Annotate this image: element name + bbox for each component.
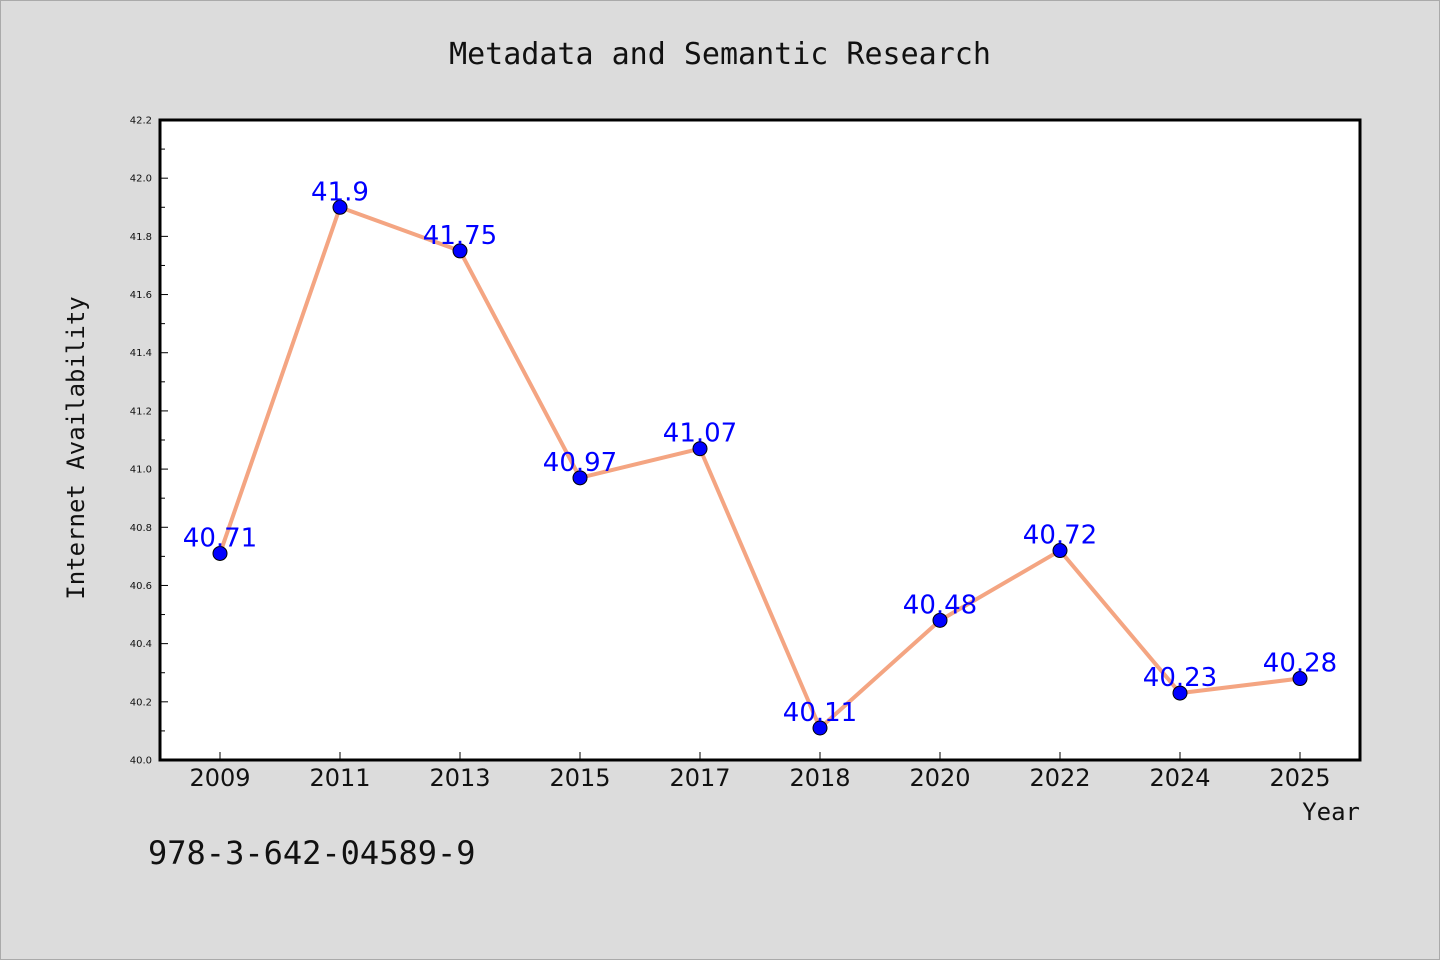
x-tick-label: 2013 <box>429 764 490 792</box>
data-label: 40.72 <box>1023 521 1097 551</box>
data-label: 40.23 <box>1143 663 1217 693</box>
data-point <box>932 612 948 628</box>
data-point <box>692 441 708 457</box>
x-tick-label: 2025 <box>1269 764 1330 792</box>
plot-area <box>160 120 1360 760</box>
data-label: 41.75 <box>423 221 497 251</box>
y-tick-label: 41.8 <box>130 232 152 243</box>
series-line <box>218 205 1302 730</box>
y-tick-label: 40.6 <box>130 581 152 592</box>
x-tick-label: 2009 <box>189 764 250 792</box>
y-tick-label: 40.4 <box>130 639 152 650</box>
data-label: 40.71 <box>183 523 257 553</box>
data-label: 40.11 <box>783 698 857 728</box>
x-axis-label: Year <box>1302 798 1360 826</box>
plot-frame <box>158 118 1362 762</box>
y-tick-label: 40.0 <box>130 756 152 767</box>
data-point <box>1172 685 1188 701</box>
data-point <box>332 199 348 215</box>
y-tick-label: 42.2 <box>130 116 152 127</box>
data-point <box>452 243 468 259</box>
x-tick-label: 2011 <box>309 764 370 792</box>
y-tick-label: 40.2 <box>130 697 152 708</box>
x-axis: 2009 2011 2013 2015 2017 2018 2020 2022 2024 2025 <box>189 752 1331 792</box>
data-label-layer: 40.71 41.9 41.75 40.97 41.07 40.11 40.48 40.72 4… <box>183 177 1337 728</box>
y-axis-label: Internet Availability <box>62 296 90 599</box>
x-tick-label: 2020 <box>909 764 970 792</box>
data-label: 41.07 <box>663 419 737 449</box>
data-label: 40.48 <box>903 590 977 620</box>
chart-title: Metadata and Semantic Research <box>449 37 991 72</box>
y-tick-label: 41.2 <box>130 406 152 417</box>
data-point <box>572 470 588 486</box>
y-tick-label: 41.0 <box>130 465 152 476</box>
data-label: 40.97 <box>543 448 617 478</box>
data-point <box>212 545 228 561</box>
data-point <box>812 720 828 736</box>
y-tick-label: 40.8 <box>130 523 152 534</box>
y-tick-label: 41.4 <box>130 348 152 359</box>
y-tick-label: 41.6 <box>130 290 152 301</box>
y-tick-label: 42.0 <box>130 174 152 185</box>
x-tick-label: 2015 <box>549 764 610 792</box>
data-label: 41.9 <box>311 177 369 207</box>
data-point <box>1292 671 1308 687</box>
data-label: 40.28 <box>1263 649 1337 679</box>
x-tick-label: 2018 <box>789 764 850 792</box>
series-layer <box>212 199 1308 736</box>
x-tick-label: 2017 <box>669 764 730 792</box>
footer-identifier: 978-3-642-04589-9 <box>148 834 476 872</box>
x-tick-label: 2022 <box>1029 764 1090 792</box>
data-point <box>1052 543 1068 559</box>
x-tick-label: 2024 <box>1149 764 1210 792</box>
